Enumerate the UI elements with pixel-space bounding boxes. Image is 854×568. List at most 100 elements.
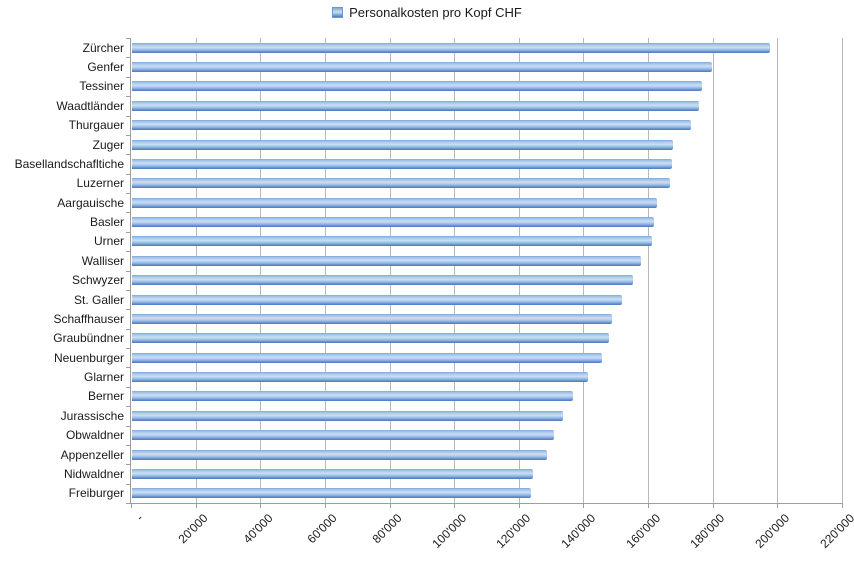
category-label: Schwyzer <box>71 273 124 288</box>
x-axis-tick <box>518 503 520 508</box>
x-axis-tick-label: 180'000 <box>687 511 728 551</box>
y-axis-tick <box>126 38 131 39</box>
legend: Personalkosten pro Kopf CHF <box>0 5 854 20</box>
legend-marker-icon <box>332 7 344 18</box>
gridline <box>195 38 197 503</box>
category-label: Basellandschafltiche <box>14 156 124 171</box>
x-axis-tick-label: 60'000 <box>304 511 340 547</box>
x-axis-tick <box>777 503 779 508</box>
bar <box>132 62 713 73</box>
bar <box>132 294 622 305</box>
y-axis-tick <box>126 348 131 349</box>
y-axis-tick <box>126 57 131 59</box>
category-label: Urner <box>93 234 124 249</box>
category-label: Zuger <box>92 137 124 152</box>
gridline <box>518 38 520 503</box>
bar <box>132 120 692 131</box>
category-label: Luzerner <box>76 176 124 191</box>
category-label: Nidwaldner <box>63 466 124 481</box>
category-label: Berner <box>87 389 124 404</box>
bar <box>132 372 588 383</box>
gridline <box>389 38 391 503</box>
y-axis-tick <box>126 483 131 485</box>
gridline <box>648 38 650 503</box>
x-axis-tick-label: 220'000 <box>817 511 854 551</box>
y-axis-tick <box>126 444 131 446</box>
bar <box>132 488 532 499</box>
category-label: Freiburger <box>68 486 124 501</box>
y-axis-tick <box>126 115 131 117</box>
bar <box>132 158 672 169</box>
category-label: Schaffhauser <box>53 311 125 326</box>
legend-label: Personalkosten pro Kopf CHF <box>349 5 522 20</box>
x-axis-tick <box>389 503 391 508</box>
bar <box>132 42 771 53</box>
x-axis-tick-label: 40'000 <box>240 511 276 547</box>
y-axis-tick <box>126 96 131 98</box>
bar <box>132 217 654 228</box>
y-axis-tick <box>126 425 131 427</box>
gridline <box>260 38 262 503</box>
y-axis-tick <box>126 503 131 504</box>
y-axis-tick <box>126 193 131 194</box>
bar <box>132 100 700 111</box>
category-label: Zürcher <box>82 40 124 55</box>
y-axis-tick <box>126 173 131 175</box>
y-axis-tick <box>126 270 131 272</box>
category-label: Tessiner <box>79 79 124 94</box>
bar <box>132 410 564 421</box>
bar <box>132 333 609 344</box>
category-label: Genfer <box>87 60 124 75</box>
x-axis-tick <box>842 503 843 508</box>
bar <box>132 236 653 247</box>
x-axis-tick-label: 100'000 <box>429 511 470 551</box>
x-axis-line <box>126 503 843 504</box>
category-label: Basler <box>89 215 124 230</box>
category-label: St. Galler <box>73 292 124 307</box>
x-axis-tick-label: 160'000 <box>623 511 663 551</box>
category-label: Aargauische <box>57 195 124 210</box>
bar <box>132 313 612 324</box>
x-axis-tick <box>648 503 650 508</box>
category-label: Obwaldner <box>65 428 124 443</box>
y-axis-tick <box>126 212 131 214</box>
gridline <box>777 38 779 503</box>
bar <box>132 449 548 460</box>
y-axis-tick <box>126 367 131 369</box>
category-label: Neuenburger <box>53 350 124 365</box>
gridline <box>712 38 714 503</box>
category-label: Appenzeller <box>60 447 124 462</box>
gridline <box>324 38 326 503</box>
bar <box>132 352 603 363</box>
y-axis-tick <box>126 464 131 466</box>
bar <box>132 275 633 286</box>
bar <box>132 178 671 189</box>
y-axis-tick <box>126 134 131 136</box>
gridline <box>583 38 585 503</box>
bar <box>132 255 641 266</box>
x-axis-tick <box>324 503 326 508</box>
x-axis-tick-label: 120'000 <box>493 511 534 551</box>
y-axis-tick <box>126 231 131 233</box>
bar <box>132 430 554 441</box>
x-axis-tick-label: 200'000 <box>752 511 793 551</box>
category-label: Waadtländer <box>56 98 124 113</box>
y-axis-tick <box>126 386 131 388</box>
bar <box>132 81 703 92</box>
bar <box>132 197 658 208</box>
x-axis-tick-label: - <box>133 511 146 524</box>
category-label: Walliser <box>81 253 124 268</box>
x-axis-tick-label: 80'000 <box>369 511 405 547</box>
x-axis-tick <box>712 503 714 508</box>
bar <box>132 468 533 479</box>
category-label: Thurgauer <box>68 118 124 133</box>
x-axis-tick <box>583 503 585 508</box>
bar <box>132 391 574 402</box>
y-axis-tick <box>126 76 131 78</box>
category-label: Glarner <box>83 370 124 385</box>
bar <box>132 139 674 150</box>
y-axis-tick <box>126 289 131 291</box>
y-axis-tick <box>126 406 131 408</box>
y-axis-tick <box>126 328 131 330</box>
